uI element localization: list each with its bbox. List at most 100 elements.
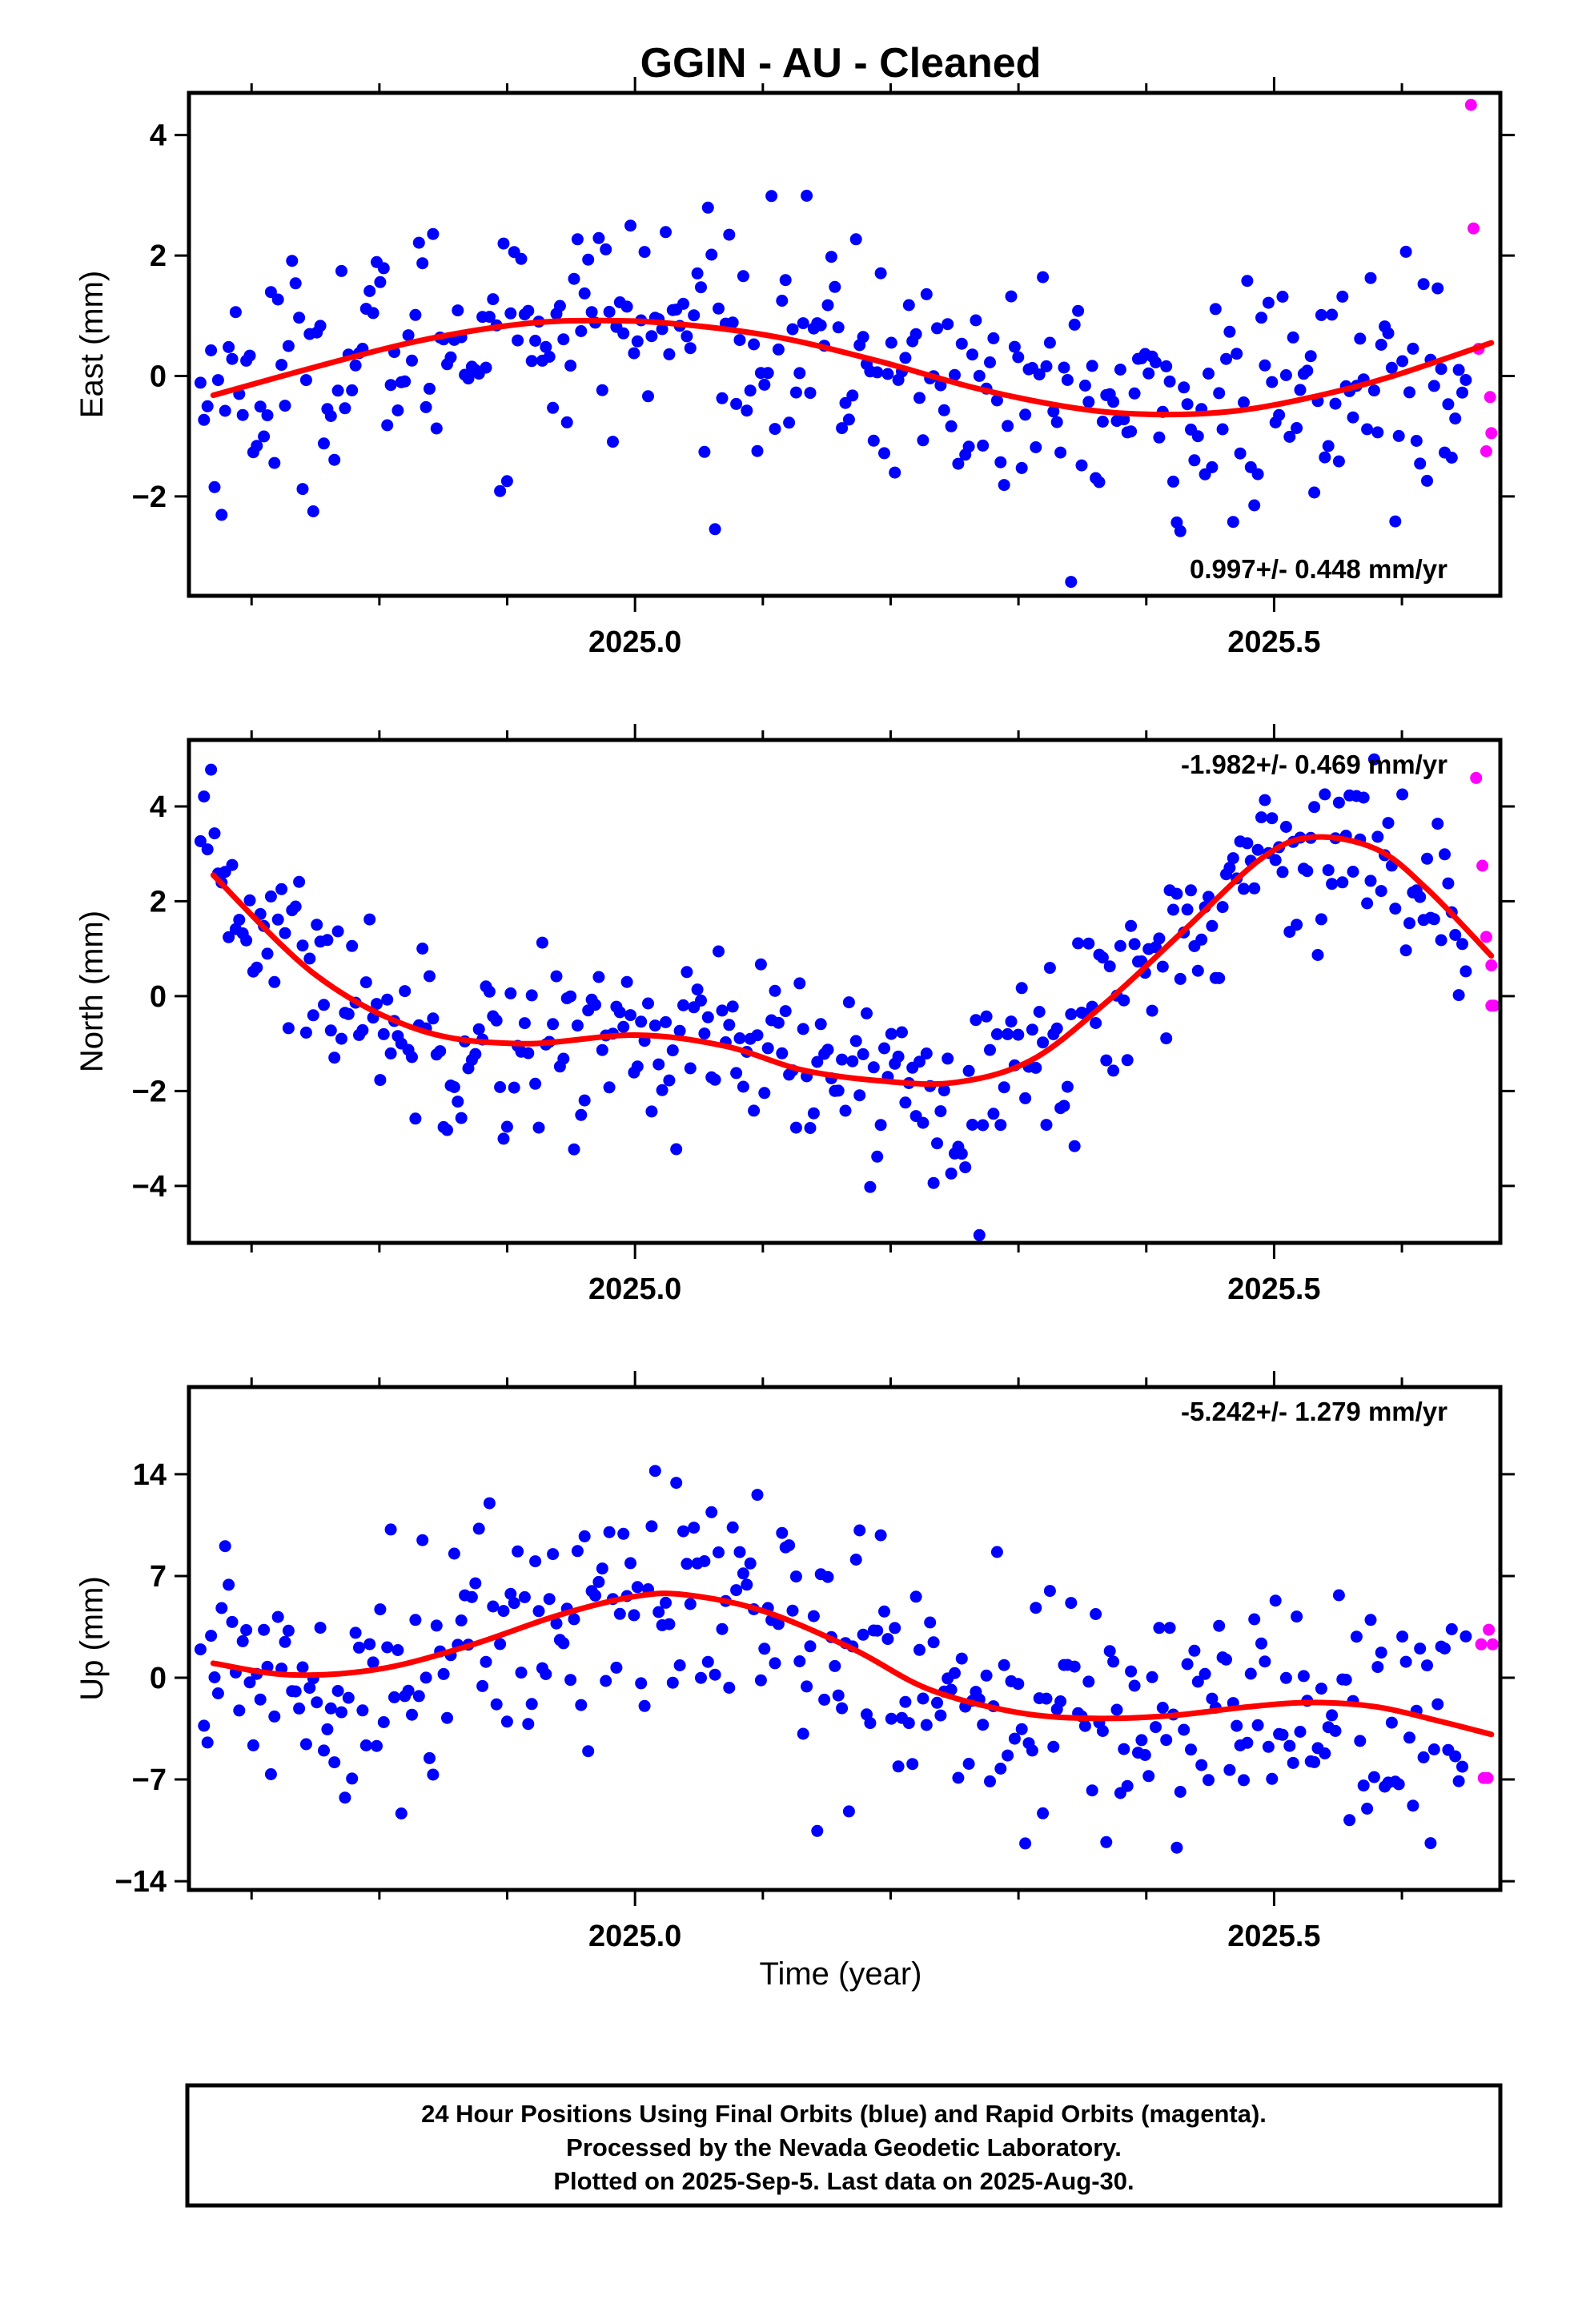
east-final-point (1093, 476, 1106, 489)
up-final-point (1460, 1630, 1472, 1642)
east-rapid-point (1485, 427, 1498, 440)
north-final-point (726, 1000, 739, 1013)
east-final-point (582, 253, 595, 266)
east-final-point (1019, 408, 1032, 421)
north-final-point (1037, 1036, 1050, 1049)
north-final-point (532, 1121, 545, 1134)
east-final-point (603, 305, 616, 318)
north-final-point (1357, 791, 1370, 804)
north-final-point (797, 1023, 809, 1035)
north-final-point (624, 1009, 636, 1022)
east-final-point (1435, 363, 1447, 376)
up-final-point (1385, 1716, 1398, 1729)
east-final-point (825, 251, 837, 263)
up-final-point (476, 1679, 489, 1692)
up-final-point (723, 1682, 736, 1694)
up-final-point (363, 1638, 376, 1651)
up-final-point (339, 1791, 351, 1804)
up-final-point (223, 1578, 235, 1591)
north-final-point (205, 763, 218, 776)
north-final-point (296, 939, 309, 952)
north-final-point (321, 934, 334, 947)
east-final-point (1427, 380, 1440, 392)
up-final-point (226, 1615, 239, 1628)
east-final-point (684, 342, 697, 355)
north-y-tick-label: 4 (150, 790, 167, 824)
east-final-point (1040, 360, 1053, 372)
north-final-point (571, 1019, 584, 1032)
north-final-point (1118, 994, 1130, 1007)
up-final-point (512, 1545, 524, 1558)
up-final-point (1431, 1698, 1444, 1711)
north-final-point (1191, 964, 1204, 977)
east-final-point (229, 306, 242, 319)
north-final-point (1322, 864, 1335, 877)
north-final-point (1040, 1119, 1053, 1132)
up-final-point (1262, 1740, 1275, 1753)
east-final-point (952, 457, 965, 470)
up-final-point (617, 1527, 630, 1540)
east-final-point (748, 338, 761, 351)
up-final-point (786, 1604, 799, 1617)
east-final-point (1442, 398, 1455, 411)
north-final-point (568, 1143, 580, 1156)
up-final-point (201, 1736, 214, 1749)
north-final-point (1403, 917, 1415, 930)
up-final-point (377, 1716, 390, 1728)
north-final-point (201, 843, 214, 856)
north-final-point (1015, 982, 1028, 995)
east-final-point (497, 237, 510, 250)
up-final-point (1206, 1692, 1219, 1705)
east-final-point (801, 189, 813, 202)
up-final-point (811, 1824, 824, 1837)
up-final-point (804, 1640, 817, 1653)
east-final-point (391, 404, 404, 416)
north-final-point (1449, 929, 1462, 941)
up-final-point (660, 1596, 672, 1609)
up-final-point (857, 1628, 869, 1641)
north-final-point (328, 1051, 341, 1064)
up-final-point (1396, 1630, 1409, 1643)
north-final-point (1195, 933, 1208, 946)
east-final-point (1178, 381, 1191, 394)
north-final-point (1185, 884, 1197, 897)
east-final-point (656, 323, 669, 336)
up-final-point (1357, 1779, 1370, 1792)
east-final-point (211, 374, 224, 387)
north-rate-label: -1.982+/- 0.469 mm/yr (1181, 750, 1447, 779)
up-final-point (448, 1547, 460, 1560)
east-final-point (1273, 408, 1286, 421)
north-final-point (279, 927, 291, 939)
north-final-point (1255, 811, 1267, 824)
north-final-point (737, 1080, 749, 1093)
east-final-point (367, 307, 379, 320)
east-final-point (1279, 369, 1292, 381)
north-final-point (1291, 919, 1303, 931)
north-final-point (1382, 817, 1395, 830)
up-y-tick-label: 0 (150, 1662, 167, 1695)
east-final-point (628, 347, 640, 360)
north-final-point (318, 999, 330, 1011)
east-final-point (1118, 413, 1130, 426)
up-final-point (758, 1642, 771, 1655)
up-final-point (236, 1634, 249, 1647)
north-final-point (984, 1043, 996, 1056)
east-final-point (1431, 282, 1444, 295)
east-final-point (1322, 440, 1335, 452)
east-final-point (1367, 384, 1380, 397)
east-final-point (1206, 460, 1219, 473)
east-final-point (1276, 291, 1289, 303)
north-y-tick-label: 2 (150, 885, 167, 919)
north-final-point (1248, 882, 1261, 895)
east-final-point (1125, 425, 1138, 438)
north-final-point (547, 1018, 560, 1031)
east-y-tick-label: 2 (150, 239, 167, 273)
up-final-point (1188, 1644, 1201, 1657)
up-final-point (955, 1652, 968, 1665)
east-final-point (1460, 374, 1472, 386)
up-final-point (677, 1525, 689, 1538)
east-final-point (938, 404, 950, 416)
east-final-point (920, 287, 933, 300)
up-final-point (645, 1520, 658, 1533)
up-final-point (924, 1616, 937, 1629)
